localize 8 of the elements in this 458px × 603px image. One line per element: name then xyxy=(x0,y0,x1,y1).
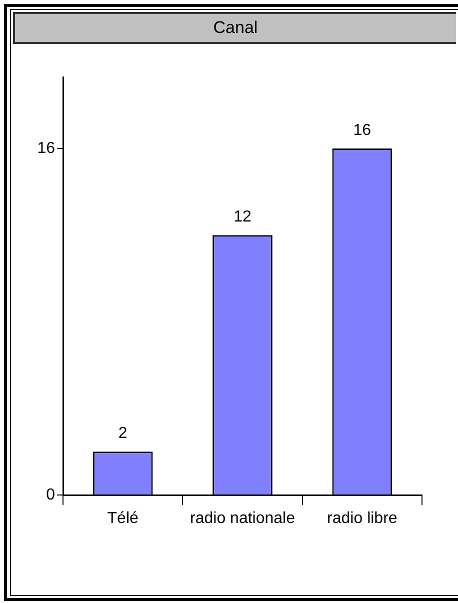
data-label: 2 xyxy=(118,425,128,442)
y-tick-label: 0 xyxy=(46,486,56,504)
data-label: 12 xyxy=(234,208,252,226)
x-tick-label: radio nationale xyxy=(190,510,296,528)
data-label: 16 xyxy=(353,122,372,139)
x-tick-label: radio libre xyxy=(327,510,398,528)
chart-title: Canal xyxy=(13,12,456,44)
x-tick-label: Télé xyxy=(107,510,138,528)
